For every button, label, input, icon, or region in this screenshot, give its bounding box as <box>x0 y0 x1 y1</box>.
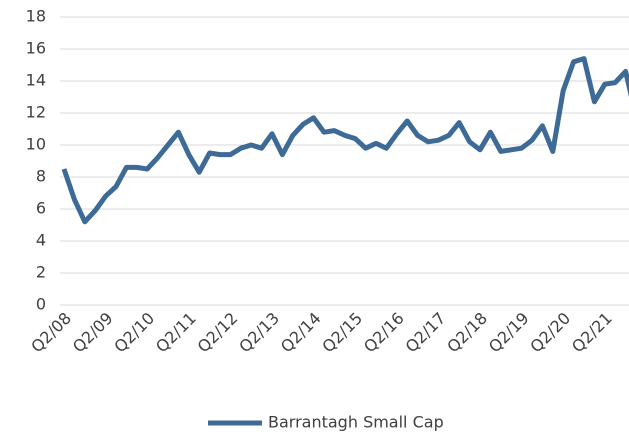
y-tick-label: 0 <box>36 295 46 314</box>
line-series <box>61 56 629 225</box>
y-tick-label: 8 <box>36 167 46 186</box>
x-tick-label: Q2/10 <box>110 309 158 357</box>
y-tick-label: 14 <box>26 71 46 90</box>
x-tick-label: Q2/15 <box>318 309 366 357</box>
y-tick-label: 6 <box>36 199 46 218</box>
y-tick-label: 2 <box>36 263 46 282</box>
y-tick-label: 12 <box>26 103 46 122</box>
x-tick-label: Q2/19 <box>485 309 533 357</box>
x-tick-label: Q2/16 <box>360 309 408 357</box>
legend-label: Barrantagh Small Cap <box>268 413 444 432</box>
x-tick-label: Q2/13 <box>235 309 283 357</box>
x-tick-label: Q2/20 <box>526 309 574 357</box>
x-tick-label: Q2/18 <box>443 309 491 357</box>
x-tick-label: Q2/08 <box>27 309 75 357</box>
x-tick-label: Q2/11 <box>152 309 200 357</box>
x-tick-label: Q2/14 <box>277 309 325 357</box>
x-tick-label: Q2/21 <box>568 309 616 357</box>
x-tick-label: Q2/12 <box>194 309 242 357</box>
y-tick-label: 16 <box>26 39 46 58</box>
y-tick-label: 18 <box>26 7 46 26</box>
x-tick-label: Q2/09 <box>69 309 117 357</box>
y-tick-label: 10 <box>26 135 46 154</box>
x-tick-label: Q2/17 <box>402 309 450 357</box>
y-tick-label: 4 <box>36 231 46 250</box>
